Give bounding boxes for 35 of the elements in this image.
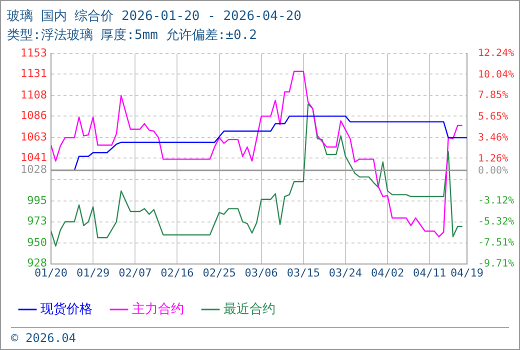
x-tick-label: 03/24 <box>328 266 362 280</box>
y2-tick-label: 3.46% <box>478 132 508 144</box>
x-tick-label: 03/15 <box>286 266 320 280</box>
y-tick-label: 1153 <box>20 46 47 60</box>
x-tick-label: 01/29 <box>76 266 110 280</box>
legend-label: 最近合约 <box>224 302 276 317</box>
x-tick-label: 04/02 <box>370 266 404 280</box>
x-tick-label: 04/11 <box>413 266 446 280</box>
y-tick-label: 995 <box>27 194 47 208</box>
y-tick-label: 1063 <box>20 130 47 144</box>
y-tick-label: 1131 <box>20 67 47 80</box>
y-tick-label: 1041 <box>20 151 47 164</box>
y2-tick-label: 10.04% <box>478 69 514 80</box>
y-tick-label: 950 <box>27 236 47 250</box>
y-tick-label: 1028 <box>20 163 47 176</box>
y2-tick-label: 0.00% <box>478 165 508 176</box>
chart-title: 玻璃 国内 综合价 2026-01-20 - 2026-04-20 <box>7 8 302 25</box>
y-tick-label: 1108 <box>20 88 47 102</box>
y2-tick-label: 5.65% <box>478 111 508 122</box>
x-tick-label: 02/07 <box>118 266 152 280</box>
x-tick-label: 02/25 <box>202 266 236 280</box>
y2-tick-label: 1.26% <box>478 153 508 164</box>
y2-tick-label: 7.85% <box>478 90 508 102</box>
y-tick-label: 1086 <box>20 109 47 122</box>
y2-tick-label: -3.12% <box>478 195 514 206</box>
y2-tick-label: -5.32% <box>478 216 514 228</box>
chart-subtitle: 类型:浮法玻璃 厚度:5mm 允许偏差:±0.2 <box>7 27 257 44</box>
y2-tick-label: -7.51% <box>478 237 514 248</box>
x-tick-label: 03/06 <box>244 266 278 280</box>
legend-label: 主力合约 <box>132 300 184 317</box>
y2-tick-label: 12.24% <box>478 48 514 60</box>
legend-label: 现货价格 <box>40 302 92 317</box>
y-tick-label: 973 <box>27 214 47 228</box>
x-tick-label: 02/16 <box>160 266 194 280</box>
text: © 2026.04 <box>11 331 76 345</box>
